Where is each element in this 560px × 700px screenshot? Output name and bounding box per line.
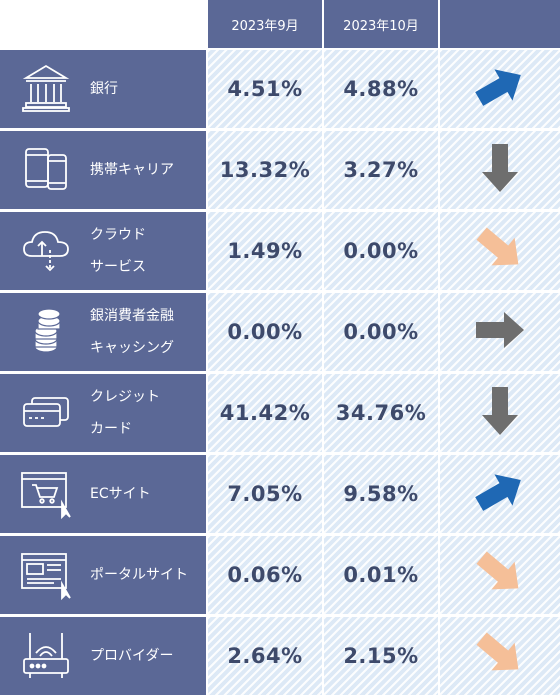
value-cell-oct-2023: 3.27% xyxy=(324,131,438,209)
table-row: ポータルサイト 0.06% 0.01% xyxy=(0,536,560,616)
row-label-line1: クレジット xyxy=(90,389,160,405)
cloud-icon xyxy=(18,222,74,278)
value-oct-2023: 0.01% xyxy=(343,563,419,587)
row-label-cell: ポータルサイト xyxy=(0,536,206,614)
value-sep-2023: 4.51% xyxy=(227,77,303,101)
row-label-line2: キャッシング xyxy=(90,340,174,356)
row-label-cell: プロバイダー xyxy=(0,617,206,695)
row-label-cell: ECサイト xyxy=(0,455,206,533)
portal-site-icon xyxy=(18,546,74,602)
trend-cell xyxy=(440,536,560,614)
value-cell-oct-2023: 0.00% xyxy=(324,212,438,290)
value-cell-sep-2023: 13.32% xyxy=(208,131,322,209)
table-row: 銀行 4.51% 4.88% xyxy=(0,50,560,130)
table-row: クレジットカード 41.42% 34.76% xyxy=(0,374,560,454)
mobile-phone-icon xyxy=(18,141,74,197)
trend-down-right-arrow-icon xyxy=(470,219,530,283)
trend-cell xyxy=(440,455,560,533)
value-oct-2023: 9.58% xyxy=(343,482,419,506)
bank-icon xyxy=(18,60,74,116)
row-label: ポータルサイト xyxy=(90,536,202,614)
value-oct-2023: 2.15% xyxy=(343,644,419,668)
value-oct-2023: 3.27% xyxy=(343,158,419,182)
trend-right-arrow-icon xyxy=(470,300,530,364)
header-trend xyxy=(440,0,560,48)
value-cell-sep-2023: 0.00% xyxy=(208,293,322,371)
row-label-cell: 携帯キャリア xyxy=(0,131,206,209)
trend-cell xyxy=(440,50,560,128)
value-cell-oct-2023: 0.01% xyxy=(324,536,438,614)
row-label: プロバイダー xyxy=(90,617,202,695)
row-label: ECサイト xyxy=(90,455,202,533)
value-oct-2023: 0.00% xyxy=(343,320,419,344)
row-label-line1: 携帯キャリア xyxy=(90,162,174,178)
table-header: 2023年9月 2023年10月 xyxy=(0,0,560,48)
row-label: クラウド サービス xyxy=(90,212,202,290)
value-oct-2023: 4.88% xyxy=(343,77,419,101)
table-row: ECサイト 7.05% 9.58% xyxy=(0,455,560,535)
table-row: 銀消費者金融 キャッシング 0.00% 0.00% xyxy=(0,293,560,373)
coins-icon xyxy=(18,303,74,359)
row-label-line1: ポータルサイト xyxy=(90,567,188,583)
value-cell-oct-2023: 9.58% xyxy=(324,455,438,533)
value-sep-2023: 0.06% xyxy=(227,563,303,587)
row-label: クレジット カード xyxy=(90,374,202,452)
value-cell-sep-2023: 1.49% xyxy=(208,212,322,290)
row-label-line1: ECサイト xyxy=(90,486,151,502)
trend-cell xyxy=(440,617,560,695)
table-row: 携帯キャリア 13.32% 3.27% xyxy=(0,131,560,211)
ec-cart-icon xyxy=(18,465,74,521)
row-label-line1: クラウド xyxy=(90,227,146,243)
trend-down-arrow-icon xyxy=(470,381,530,445)
value-sep-2023: 1.49% xyxy=(227,239,303,263)
value-oct-2023: 34.76% xyxy=(335,401,427,425)
table-row: プロバイダー 2.64% 2.15% xyxy=(0,617,560,697)
row-label: 携帯キャリア xyxy=(90,131,202,209)
trend-cell xyxy=(440,131,560,209)
value-sep-2023: 13.32% xyxy=(219,158,311,182)
row-label-line2: カード xyxy=(90,421,132,437)
trend-up-right-arrow-icon xyxy=(470,462,530,526)
trend-up-right-arrow-icon xyxy=(470,57,530,121)
value-sep-2023: 0.00% xyxy=(227,320,303,344)
trend-down-arrow-icon xyxy=(470,138,530,202)
row-label: 銀消費者金融 キャッシング xyxy=(90,293,202,371)
value-sep-2023: 7.05% xyxy=(227,482,303,506)
row-label: 銀行 xyxy=(90,50,202,128)
value-sep-2023: 2.64% xyxy=(227,644,303,668)
row-label-cell: クラウド サービス xyxy=(0,212,206,290)
value-sep-2023: 41.42% xyxy=(219,401,311,425)
row-label-line1: プロバイダー xyxy=(90,648,174,664)
row-label-line2: サービス xyxy=(90,259,146,275)
table-row: クラウドサービス 1.49% 0.00% xyxy=(0,212,560,292)
value-cell-sep-2023: 41.42% xyxy=(208,374,322,452)
trend-cell xyxy=(440,212,560,290)
value-cell-oct-2023: 0.00% xyxy=(324,293,438,371)
value-cell-oct-2023: 2.15% xyxy=(324,617,438,695)
value-cell-sep-2023: 0.06% xyxy=(208,536,322,614)
router-icon xyxy=(18,627,74,683)
value-cell-oct-2023: 34.76% xyxy=(324,374,438,452)
trend-down-right-arrow-icon xyxy=(470,543,530,607)
value-oct-2023: 0.00% xyxy=(343,239,419,263)
trend-cell xyxy=(440,374,560,452)
row-label-cell: 銀消費者金融 キャッシング xyxy=(0,293,206,371)
row-label-cell: クレジット カード xyxy=(0,374,206,452)
header-sep-2023: 2023年9月 xyxy=(208,0,322,48)
trend-down-right-arrow-icon xyxy=(470,624,530,688)
row-label-line1: 銀消費者金融 xyxy=(90,308,174,324)
row-label-cell: 銀行 xyxy=(0,50,206,128)
row-label-line1: 銀行 xyxy=(90,81,118,97)
value-cell-sep-2023: 4.51% xyxy=(208,50,322,128)
value-cell-sep-2023: 7.05% xyxy=(208,455,322,533)
trend-cell xyxy=(440,293,560,371)
value-cell-oct-2023: 4.88% xyxy=(324,50,438,128)
credit-card-icon xyxy=(18,384,74,440)
value-cell-sep-2023: 2.64% xyxy=(208,617,322,695)
header-oct-2023: 2023年10月 xyxy=(324,0,438,48)
